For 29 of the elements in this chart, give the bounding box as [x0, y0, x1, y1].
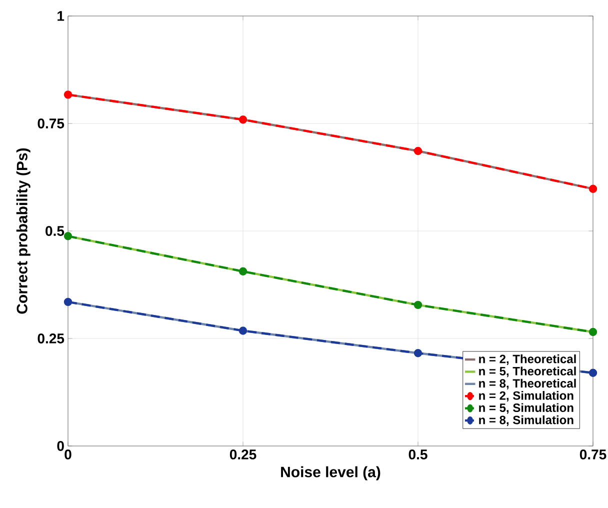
point [588, 328, 598, 336]
point [588, 184, 598, 193]
point [414, 349, 422, 358]
legend-label: n = 2, Theoretical [479, 354, 576, 365]
legend-label: n = 2, Simulation [479, 391, 574, 402]
point [238, 116, 248, 124]
point [64, 90, 72, 99]
point [64, 232, 72, 240]
legend-label: n = 5, Simulation [479, 403, 574, 414]
y-tick-label: 1 [58, 11, 64, 21]
y-axis-title: Correct probability (Ps) [16, 148, 30, 314]
x-tick-label: 0 [64, 450, 72, 460]
point [238, 326, 248, 335]
legend-label: n = 5, Theoretical [479, 366, 576, 378]
x-axis-title: Noise level (a) [281, 466, 380, 480]
x-tick-label: 0.5 [408, 450, 428, 460]
point [414, 146, 422, 156]
y-tick-label: 0 [57, 441, 64, 451]
legend-label: n = 8, Simulation [479, 415, 574, 426]
point [64, 298, 72, 306]
legend-label: n = 8, Theoretical [479, 378, 576, 390]
x-tick-label: 0.75 [580, 450, 606, 460]
point [238, 267, 248, 276]
x-tick-label: 0.25 [230, 450, 256, 460]
y-tick-label: 0.75 [38, 118, 64, 128]
y-tick-label: 0.5 [46, 226, 64, 236]
point [588, 368, 598, 377]
y-tick-label: 0.25 [38, 334, 64, 344]
point [414, 300, 422, 310]
